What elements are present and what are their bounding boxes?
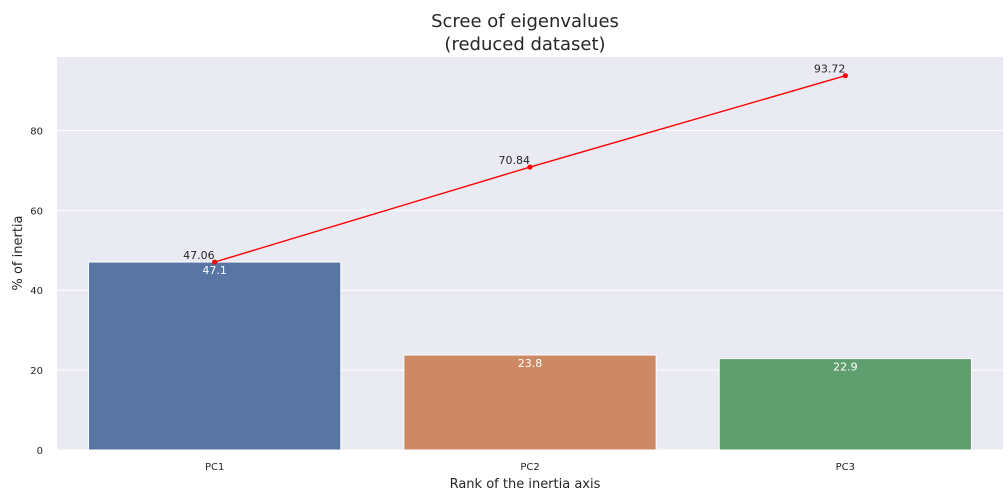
chart-title-line2: (reduced dataset) xyxy=(444,34,605,55)
cumulative-point xyxy=(842,73,848,79)
y-tick-label: 80 xyxy=(30,126,43,137)
bar-value-label: 47.1 xyxy=(202,264,227,277)
cumulative-line-group: 47.06 70.84 93.72 xyxy=(183,63,848,265)
bar-pc2 xyxy=(403,354,657,451)
bar-pc1 xyxy=(88,261,342,451)
cumulative-value-label: 93.72 xyxy=(814,63,846,76)
bars: 47.1 23.8 22.9 xyxy=(88,261,972,451)
y-tick-label: 0 xyxy=(37,446,43,457)
cumulative-point xyxy=(527,164,533,170)
x-tick-label: PC2 xyxy=(520,462,539,473)
y-tick-label: 40 xyxy=(30,286,43,297)
chart-title-line1: Scree of eigenvalues xyxy=(431,11,619,32)
cumulative-value-label: 70.84 xyxy=(499,154,531,167)
y-tick-label: 20 xyxy=(30,366,43,377)
cumulative-value-label: 47.06 xyxy=(183,249,215,262)
x-axis-label: Rank of the inertia axis xyxy=(450,477,601,492)
bar-value-label: 23.8 xyxy=(518,357,543,370)
y-axis-label: % of inertia xyxy=(11,215,26,290)
cumulative-point xyxy=(212,259,218,265)
x-ticks: PC1 PC2 PC3 xyxy=(205,462,855,473)
x-tick-label: PC3 xyxy=(836,462,855,473)
x-tick-label: PC1 xyxy=(205,462,224,473)
bar-value-label: 22.9 xyxy=(833,361,858,374)
y-tick-label: 60 xyxy=(30,206,43,217)
bar-pc3 xyxy=(718,358,972,451)
y-ticks: 0 20 40 60 80 xyxy=(30,126,43,457)
